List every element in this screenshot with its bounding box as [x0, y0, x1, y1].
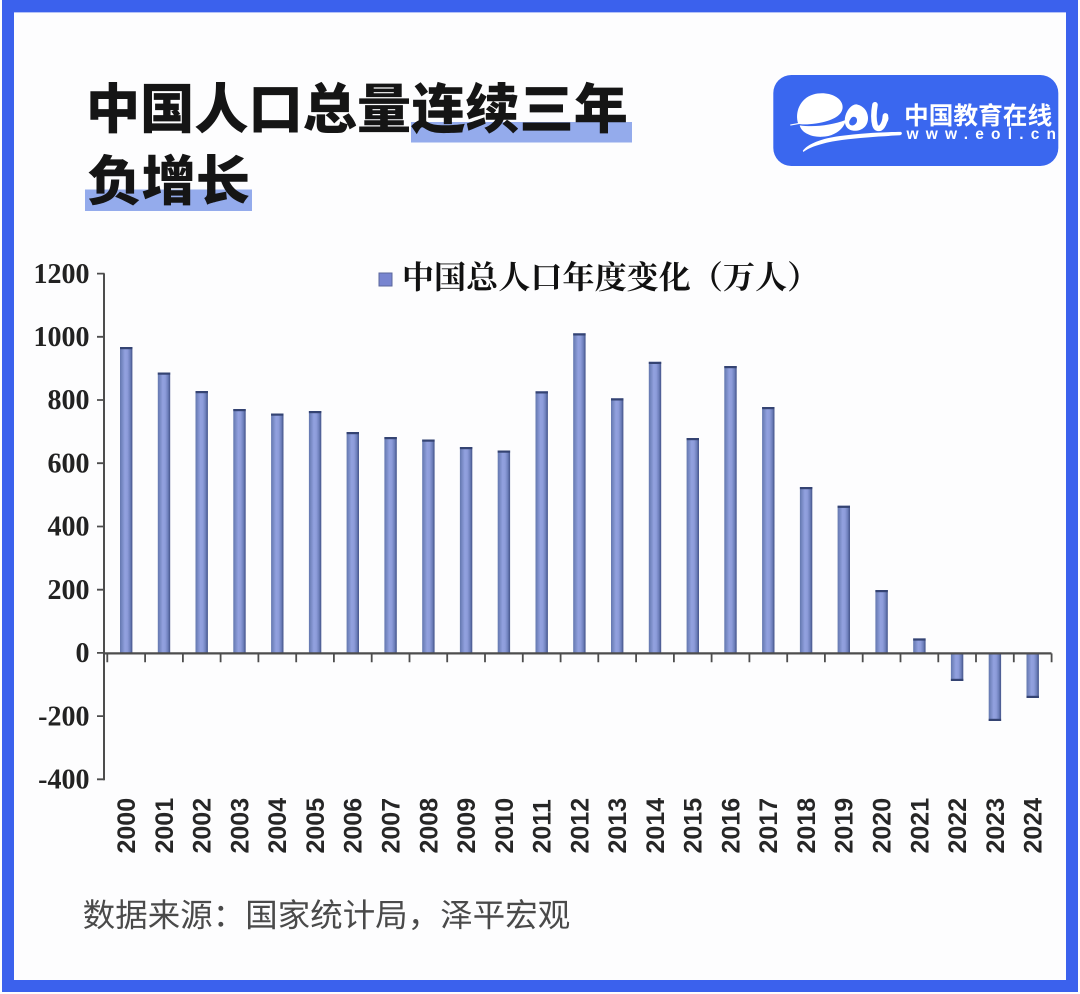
svg-text:2003: 2003	[226, 798, 254, 854]
svg-text:2020: 2020	[869, 798, 897, 854]
svg-text:2018: 2018	[793, 798, 821, 854]
svg-text:1000: 1000	[34, 322, 90, 353]
svg-text:-400: -400	[38, 765, 89, 796]
svg-text:2014: 2014	[642, 798, 670, 854]
svg-text:2002: 2002	[189, 798, 217, 854]
svg-text:2009: 2009	[453, 798, 481, 854]
svg-text:2004: 2004	[264, 798, 292, 854]
svg-text:2015: 2015	[680, 798, 708, 854]
svg-text:0: 0	[76, 638, 90, 669]
svg-text:800: 800	[48, 385, 90, 416]
svg-text:200: 200	[48, 575, 90, 606]
svg-text:2019: 2019	[831, 798, 859, 854]
svg-text:2024: 2024	[1020, 798, 1048, 854]
svg-text:2023: 2023	[982, 798, 1010, 854]
svg-text:2001: 2001	[151, 798, 179, 854]
svg-text:2010: 2010	[491, 798, 519, 854]
svg-text:600: 600	[48, 448, 90, 479]
svg-text:2017: 2017	[755, 798, 783, 854]
svg-text:2022: 2022	[944, 798, 972, 854]
svg-text:1200: 1200	[34, 259, 90, 290]
svg-text:www.eol.cn: www.eol.cn	[906, 126, 1064, 143]
svg-text:2021: 2021	[906, 798, 934, 854]
svg-text:2008: 2008	[415, 798, 443, 854]
svg-text:2000: 2000	[113, 798, 141, 854]
svg-text:2012: 2012	[566, 798, 594, 854]
svg-text:2011: 2011	[529, 799, 557, 853]
svg-text:2013: 2013	[604, 798, 632, 854]
svg-text:2006: 2006	[340, 798, 368, 854]
svg-text:2007: 2007	[378, 798, 406, 854]
svg-text:400: 400	[48, 512, 90, 543]
svg-text:2016: 2016	[717, 798, 745, 854]
svg-text:-200: -200	[38, 701, 89, 732]
svg-text:2005: 2005	[302, 798, 330, 854]
